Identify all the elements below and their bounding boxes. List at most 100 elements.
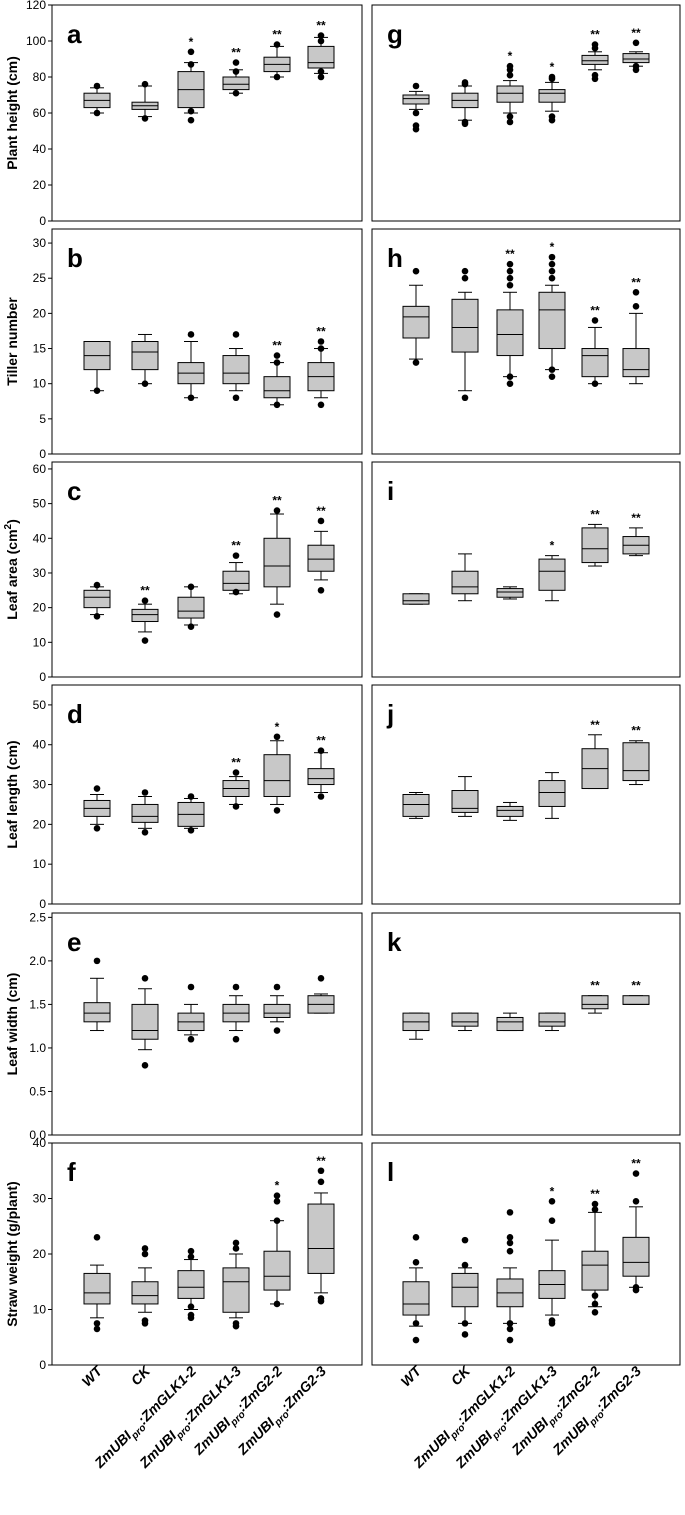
box-2 (451, 553, 479, 602)
y-tick-label: 20 (33, 178, 47, 192)
outlier-point (317, 401, 325, 409)
box-6: ** (307, 325, 335, 409)
panel-l: l* **** (371, 1142, 681, 1366)
box-6: ** (622, 511, 650, 557)
significance-mark: ** (316, 1154, 326, 1168)
iqr-box (451, 1012, 479, 1027)
outlier-point (506, 118, 514, 126)
significance-mark: ** (631, 1157, 641, 1171)
outlier-point (232, 394, 240, 402)
iqr-box (263, 376, 291, 399)
box-3: * (496, 49, 524, 126)
outlier-point (632, 1284, 640, 1291)
outlier-point (232, 331, 240, 338)
y-tick-label: 0.0 (29, 1128, 46, 1142)
box-3 (496, 801, 524, 821)
box-1 (83, 785, 111, 832)
outlier-point (591, 1292, 599, 1299)
box-4: ** (222, 756, 250, 810)
box-1 (83, 341, 111, 395)
outlier-point (273, 1217, 281, 1224)
y-tick-label: 10 (33, 377, 47, 391)
iqr-box (83, 1272, 111, 1305)
outlier-point (187, 623, 195, 631)
outlier-point (632, 1197, 640, 1205)
outlier-point (632, 1170, 640, 1177)
y-tick-label: 0.5 (29, 1084, 46, 1098)
box-6: ** (622, 979, 650, 1005)
outlier-point (317, 974, 325, 982)
significance-mark: * (508, 49, 513, 63)
y-axis-label: Leaf area (cm2) (3, 519, 20, 620)
y-tick-label: 1.5 (29, 997, 46, 1011)
box-4: ** (222, 46, 250, 97)
iqr-box (622, 1236, 650, 1277)
box-4 (538, 772, 566, 819)
panel-letter: g (387, 19, 403, 49)
outlier-point (548, 366, 556, 373)
significance-mark: ** (316, 325, 326, 339)
outlier-point (232, 1035, 240, 1043)
panel-letter: k (387, 927, 402, 957)
y-tick-label: 0 (39, 897, 46, 911)
y-axis-label-text: Leaf area (cm (4, 529, 20, 619)
y-axis-label-superscript: 2 (3, 523, 14, 529)
y-tick-label: 20 (33, 1247, 47, 1261)
significance-mark: ** (272, 494, 282, 508)
box-2 (131, 974, 159, 1069)
iqr-box (131, 803, 159, 823)
significance-mark: ** (590, 718, 600, 732)
y-axis-label-text: ) (4, 519, 20, 524)
iqr-box (496, 1016, 524, 1032)
y-tick-label: 2.5 (29, 910, 46, 924)
significance-mark: ** (140, 584, 150, 598)
box-2 (131, 789, 159, 836)
y-tick-label: 120 (26, 0, 46, 12)
outlier-point (548, 1197, 556, 1205)
iqr-box (131, 341, 159, 371)
outlier-point (141, 829, 149, 836)
outlier-point (232, 1320, 240, 1327)
iqr-box (263, 1250, 291, 1291)
significance-mark: ** (316, 504, 326, 518)
significance-mark: ** (316, 19, 326, 33)
outlier-point (412, 1259, 420, 1266)
significance-mark: ** (231, 46, 241, 60)
outlier-point (273, 1197, 281, 1205)
y-tick-label: 0 (39, 670, 46, 684)
iqr-box (263, 537, 291, 588)
outlier-point (548, 373, 556, 380)
box-4: * (538, 1184, 566, 1327)
outlier-point (187, 983, 195, 991)
y-tick-label: 0 (39, 214, 46, 228)
iqr-box (622, 742, 650, 782)
box-3 (496, 1209, 524, 1344)
outlier-point (461, 1236, 469, 1244)
box-6: ** (307, 504, 335, 594)
outlier-point (317, 1167, 325, 1175)
box-2 (451, 267, 479, 402)
y-tick-label: 40 (33, 531, 47, 545)
box-2 (451, 79, 479, 128)
iqr-box (177, 596, 205, 619)
panel-frame (371, 228, 681, 455)
outlier-point (548, 274, 556, 282)
box-5: ** (581, 28, 609, 83)
outlier-point (232, 552, 240, 559)
box-4 (222, 1239, 250, 1330)
box-3 (177, 793, 205, 834)
outlier-point (506, 281, 514, 289)
outlier-point (93, 1325, 101, 1333)
box-1 (83, 581, 111, 620)
box-1 (402, 82, 430, 133)
box-5: * (263, 1179, 291, 1308)
iqr-box (263, 1003, 291, 1018)
outlier-point (93, 1234, 101, 1241)
box-6: ** (622, 724, 650, 786)
y-tick-label: 20 (33, 817, 47, 831)
outlier-point (506, 274, 514, 282)
outlier-point (548, 260, 556, 268)
outlier-point (632, 62, 640, 70)
box-3 (177, 983, 205, 1043)
